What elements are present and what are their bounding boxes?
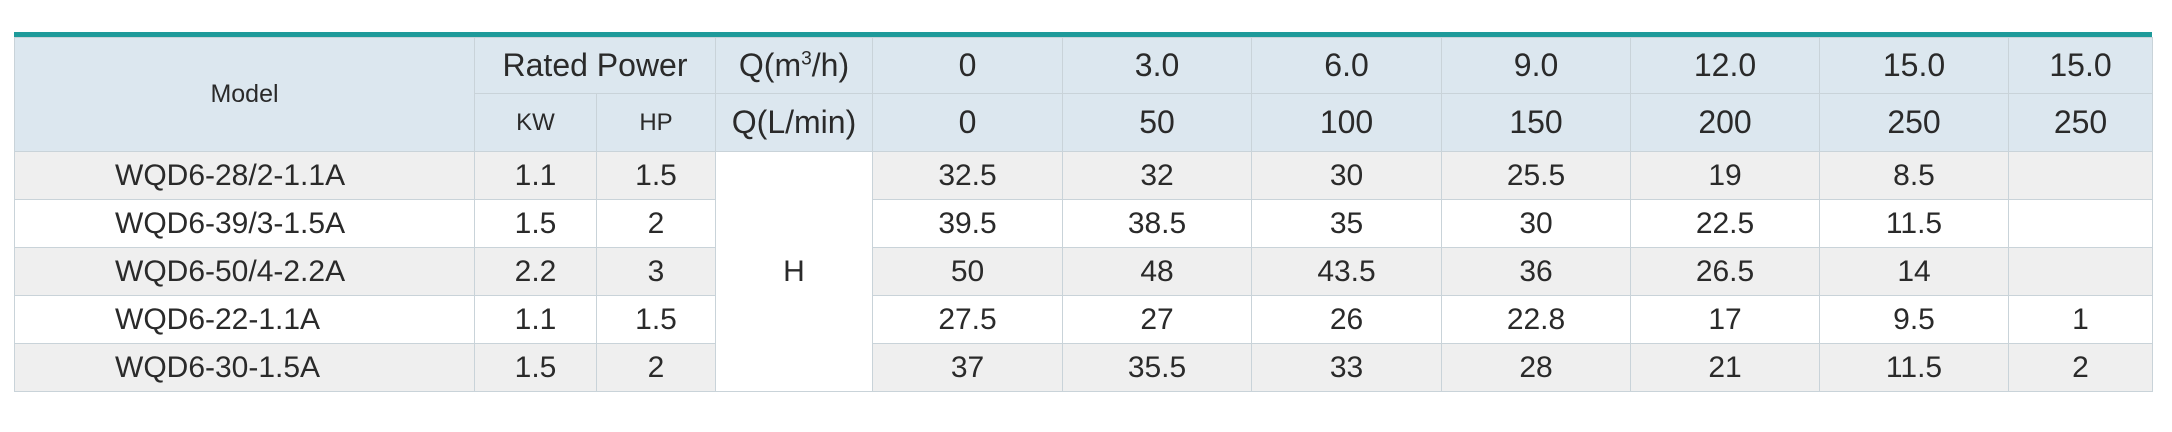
kw-cell: 1.1 bbox=[474, 295, 597, 344]
head-value-cell: 19 bbox=[1630, 151, 1821, 200]
model-header: Model bbox=[14, 37, 475, 152]
head-value-cell: 9.5 bbox=[1819, 295, 2010, 344]
head-value-cell: 25.5 bbox=[1441, 151, 1632, 200]
table-row: WQD6-50/4-2.2A 2.2 3 50 48 43.5 36 26.5 … bbox=[14, 247, 2154, 296]
kw-cell: 1.5 bbox=[474, 199, 597, 248]
hp-header: HP bbox=[595, 93, 717, 152]
pump-performance-table: Model Rated Power Q(m3/h) 0 3.0 6.0 9.0 … bbox=[14, 37, 2154, 392]
flow-m3h-cell: 9.0 bbox=[1441, 37, 1632, 94]
flow-m3h-cell: 15.0 bbox=[1819, 37, 2010, 94]
head-value-cell: 35.5 bbox=[1062, 343, 1253, 392]
model-cell: WQD6-50/4-2.2A bbox=[14, 247, 475, 296]
head-value-cell: 22.8 bbox=[1441, 295, 1632, 344]
head-value-cell: 28 bbox=[1441, 343, 1632, 392]
hp-cell: 1.5 bbox=[595, 151, 717, 200]
header-row-2: KW HP Q(L/min) 0 50 100 150 200 250 250 bbox=[15, 93, 2154, 152]
head-value-cell: 43.5 bbox=[1251, 247, 1443, 296]
table-row: WQD6-22-1.1A 1.1 1.5 27.5 27 26 22.8 17 … bbox=[14, 295, 2154, 344]
flow-m3h-cell: 15.0 bbox=[2008, 37, 2154, 94]
head-value-cell: 14 bbox=[1819, 247, 2010, 296]
head-value-cell: 11.5 bbox=[1819, 199, 2010, 248]
head-value-cell: 27.5 bbox=[872, 295, 1064, 344]
head-value-cell: 21 bbox=[1630, 343, 1821, 392]
head-value-cell: 32.5 bbox=[872, 151, 1064, 200]
head-value-cell: 32 bbox=[1062, 151, 1253, 200]
head-value-cell bbox=[2008, 151, 2154, 200]
head-value-cell: 30 bbox=[1251, 151, 1443, 200]
kw-header: KW bbox=[474, 93, 597, 152]
table-top-accent-bar bbox=[14, 32, 2152, 37]
head-value-cell: 27 bbox=[1062, 295, 1253, 344]
head-value-cell: 30 bbox=[1441, 199, 1632, 248]
flow-lmin-cell: 100 bbox=[1251, 93, 1443, 152]
head-value-cell bbox=[2008, 247, 2154, 296]
head-label-cell: H bbox=[715, 151, 874, 392]
flow-m3h-cell: 12.0 bbox=[1630, 37, 1821, 94]
model-cell: WQD6-22-1.1A bbox=[14, 295, 475, 344]
model-cell: WQD6-39/3-1.5A bbox=[14, 199, 475, 248]
flow-lmin-header: Q(L/min) bbox=[715, 93, 874, 152]
head-value-cell: 33 bbox=[1251, 343, 1443, 392]
flow-m3h-cell: 6.0 bbox=[1251, 37, 1443, 94]
head-value-cell: 48 bbox=[1062, 247, 1253, 296]
head-value-cell: 35 bbox=[1251, 199, 1443, 248]
head-value-cell: 37 bbox=[872, 343, 1064, 392]
flow-m3h-sup: 3 bbox=[801, 48, 812, 70]
flow-m3h-cell: 0 bbox=[872, 37, 1064, 94]
kw-cell: 1.5 bbox=[474, 343, 597, 392]
head-value-cell: 17 bbox=[1630, 295, 1821, 344]
flow-lmin-cell: 150 bbox=[1441, 93, 1632, 152]
head-value-cell: 2 bbox=[2008, 343, 2154, 392]
head-value-cell: 1 bbox=[2008, 295, 2154, 344]
flow-lmin-cell: 250 bbox=[2008, 93, 2154, 152]
hp-cell: 2 bbox=[595, 199, 717, 248]
table-row: WQD6-30-1.5A 1.5 2 37 35.5 33 28 21 11.5… bbox=[14, 343, 2154, 392]
flow-m3h-prefix: Q(m bbox=[738, 47, 802, 83]
kw-cell: 1.1 bbox=[474, 151, 597, 200]
head-value-cell: 26.5 bbox=[1630, 247, 1821, 296]
hp-cell: 2 bbox=[595, 343, 717, 392]
flow-lmin-cell: 0 bbox=[872, 93, 1064, 152]
rated-power-header: Rated Power bbox=[473, 37, 717, 94]
head-value-cell: 11.5 bbox=[1819, 343, 2010, 392]
head-value-cell: 38.5 bbox=[1062, 199, 1253, 248]
flow-lmin-cell: 50 bbox=[1062, 93, 1253, 152]
pump-performance-table-container: Model Rated Power Q(m3/h) 0 3.0 6.0 9.0 … bbox=[14, 32, 2154, 392]
head-value-cell: 8.5 bbox=[1819, 151, 2010, 200]
head-value-cell: 36 bbox=[1441, 247, 1632, 296]
head-value-cell: 50 bbox=[872, 247, 1064, 296]
flow-m3h-cell: 3.0 bbox=[1062, 37, 1253, 94]
head-value-cell: 39.5 bbox=[872, 199, 1064, 248]
flow-lmin-cell: 250 bbox=[1819, 93, 2010, 152]
table-row: WQD6-28/2-1.1A 1.1 1.5 H 32.5 32 30 25.5… bbox=[14, 151, 2154, 392]
header-row-1: Model Rated Power Q(m3/h) 0 3.0 6.0 9.0 … bbox=[14, 37, 2154, 152]
head-value-cell: 26 bbox=[1251, 295, 1443, 344]
model-cell: WQD6-28/2-1.1A bbox=[14, 151, 475, 200]
hp-cell: 3 bbox=[595, 247, 717, 296]
table-row: WQD6-39/3-1.5A 1.5 2 39.5 38.5 35 30 22.… bbox=[14, 199, 2154, 248]
head-value-cell bbox=[2008, 199, 2154, 248]
model-cell: WQD6-30-1.5A bbox=[14, 343, 475, 392]
flow-m3h-header: Q(m3/h) bbox=[715, 37, 874, 94]
hp-cell: 1.5 bbox=[595, 295, 717, 344]
head-value-cell: 22.5 bbox=[1630, 199, 1821, 248]
kw-cell: 2.2 bbox=[474, 247, 597, 296]
flow-lmin-cell: 200 bbox=[1630, 93, 1821, 152]
flow-m3h-suffix: /h) bbox=[811, 47, 850, 83]
